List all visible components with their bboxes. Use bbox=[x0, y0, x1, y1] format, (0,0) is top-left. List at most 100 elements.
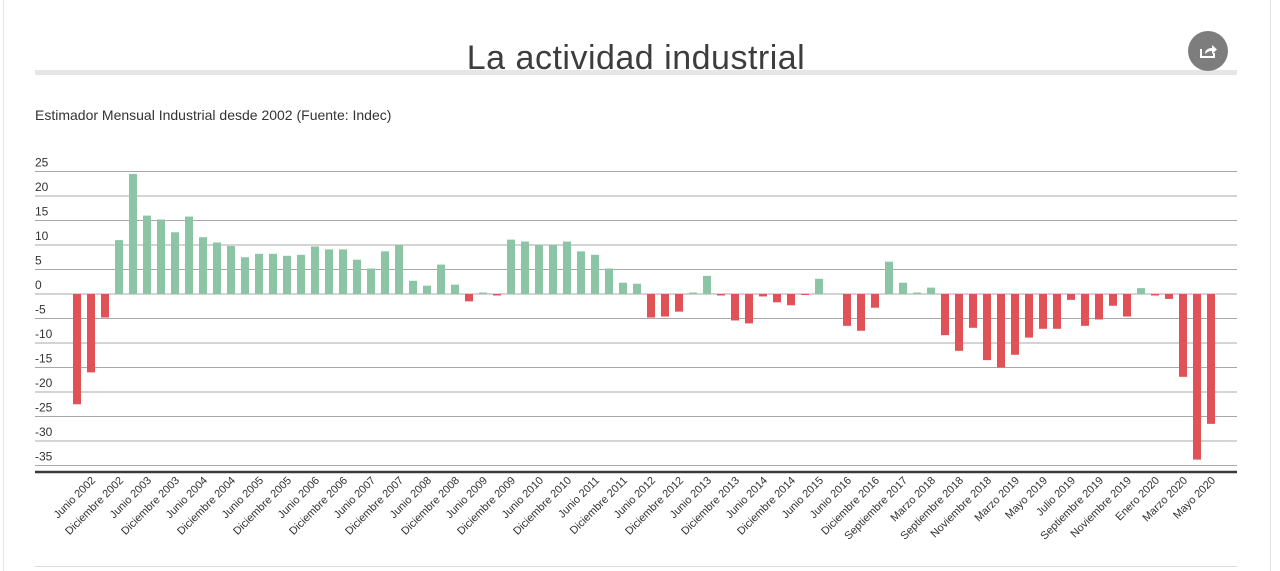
y-tick-label: 15 bbox=[35, 205, 49, 219]
bar[interactable] bbox=[689, 292, 697, 294]
bar[interactable] bbox=[1123, 294, 1131, 317]
y-tick-label: -25 bbox=[35, 401, 53, 415]
share-button[interactable] bbox=[1188, 31, 1228, 71]
y-tick-label: -5 bbox=[35, 303, 46, 317]
bar[interactable] bbox=[409, 280, 417, 294]
bar[interactable] bbox=[1193, 294, 1201, 460]
bar[interactable] bbox=[1165, 294, 1173, 299]
bar[interactable] bbox=[661, 294, 669, 317]
bar[interactable] bbox=[493, 294, 501, 296]
bar[interactable] bbox=[87, 294, 95, 373]
bar[interactable] bbox=[983, 294, 991, 361]
bar[interactable] bbox=[1109, 294, 1117, 306]
bar[interactable] bbox=[997, 294, 1005, 368]
bar[interactable] bbox=[353, 259, 361, 294]
bar[interactable] bbox=[801, 294, 809, 295]
bar[interactable] bbox=[633, 283, 641, 294]
bar[interactable] bbox=[101, 294, 109, 318]
bar[interactable] bbox=[549, 245, 557, 294]
bar[interactable] bbox=[1137, 288, 1145, 294]
bar[interactable] bbox=[591, 254, 599, 294]
bar[interactable] bbox=[1095, 294, 1103, 320]
bars bbox=[73, 173, 1215, 460]
bar[interactable] bbox=[437, 264, 445, 294]
bar[interactable] bbox=[955, 294, 963, 351]
bar[interactable] bbox=[577, 251, 585, 294]
bar[interactable] bbox=[255, 253, 263, 294]
bar[interactable] bbox=[227, 245, 235, 294]
share-icon bbox=[1200, 45, 1217, 58]
bar[interactable] bbox=[507, 239, 515, 294]
bar[interactable] bbox=[857, 294, 865, 331]
grid-lines bbox=[35, 171, 1237, 474]
bar[interactable] bbox=[381, 251, 389, 294]
bar[interactable] bbox=[325, 249, 333, 294]
bar[interactable] bbox=[1067, 294, 1075, 300]
bar[interactable] bbox=[717, 294, 725, 296]
bar[interactable] bbox=[367, 268, 375, 294]
bar[interactable] bbox=[1053, 294, 1061, 329]
bar[interactable] bbox=[1151, 294, 1159, 296]
bar[interactable] bbox=[185, 216, 193, 294]
bar[interactable] bbox=[885, 261, 893, 294]
y-tick-label: 10 bbox=[35, 229, 49, 243]
bar[interactable] bbox=[115, 240, 123, 294]
bar[interactable] bbox=[871, 294, 879, 308]
bar[interactable] bbox=[843, 294, 851, 326]
bar[interactable] bbox=[283, 255, 291, 294]
frame-right-border bbox=[1270, 0, 1271, 571]
bar[interactable] bbox=[129, 173, 137, 294]
bar[interactable] bbox=[213, 242, 221, 294]
bar[interactable] bbox=[395, 245, 403, 294]
bar[interactable] bbox=[913, 292, 921, 294]
bar[interactable] bbox=[143, 215, 151, 294]
y-tick-label: -15 bbox=[35, 352, 53, 366]
bar[interactable] bbox=[815, 278, 823, 294]
bar[interactable] bbox=[969, 294, 977, 328]
bar[interactable] bbox=[731, 294, 739, 321]
bar[interactable] bbox=[647, 294, 655, 318]
bar[interactable] bbox=[297, 254, 305, 294]
bar[interactable] bbox=[941, 294, 949, 336]
y-tick-label: 25 bbox=[35, 156, 49, 170]
bar[interactable] bbox=[675, 294, 683, 312]
bar[interactable] bbox=[927, 287, 935, 294]
bar[interactable] bbox=[535, 245, 543, 294]
bar[interactable] bbox=[703, 275, 711, 294]
frame-left-border bbox=[3, 0, 4, 571]
bar[interactable] bbox=[339, 249, 347, 294]
y-tick-label: 0 bbox=[35, 278, 42, 292]
y-axis-ticks: 25 20 15 10 5 0 -5 -10 -15 -20 -25 -30 -35 bbox=[35, 156, 53, 464]
bar[interactable] bbox=[1011, 294, 1019, 355]
bar[interactable] bbox=[521, 241, 529, 294]
bar[interactable] bbox=[465, 294, 473, 302]
bar[interactable] bbox=[619, 282, 627, 294]
bar[interactable] bbox=[759, 294, 767, 297]
bar[interactable] bbox=[479, 292, 487, 294]
bar[interactable] bbox=[171, 232, 179, 294]
bar[interactable] bbox=[745, 294, 753, 324]
bar[interactable] bbox=[1207, 294, 1215, 424]
bar[interactable] bbox=[423, 285, 431, 294]
bar[interactable] bbox=[451, 284, 459, 294]
bar[interactable] bbox=[563, 241, 571, 294]
bar[interactable] bbox=[773, 294, 781, 303]
bar[interactable] bbox=[1179, 294, 1187, 377]
y-tick-label: -30 bbox=[35, 425, 53, 439]
bar[interactable] bbox=[787, 294, 795, 306]
bar[interactable] bbox=[269, 253, 277, 294]
bar[interactable] bbox=[899, 282, 907, 294]
bar[interactable] bbox=[241, 257, 249, 294]
bar[interactable] bbox=[199, 237, 207, 294]
bar[interactable] bbox=[157, 219, 165, 294]
chart-subtitle: Estimador Mensual Industrial desde 2002 … bbox=[35, 107, 392, 123]
bar[interactable] bbox=[73, 294, 81, 405]
y-tick-label: -35 bbox=[35, 450, 53, 464]
y-tick-label: -10 bbox=[35, 327, 53, 341]
bar[interactable] bbox=[1081, 294, 1089, 326]
bar[interactable] bbox=[1039, 294, 1047, 329]
bar[interactable] bbox=[605, 268, 613, 294]
bar[interactable] bbox=[311, 246, 319, 294]
frame-bottom-border bbox=[35, 566, 1237, 567]
bar[interactable] bbox=[1025, 294, 1033, 338]
